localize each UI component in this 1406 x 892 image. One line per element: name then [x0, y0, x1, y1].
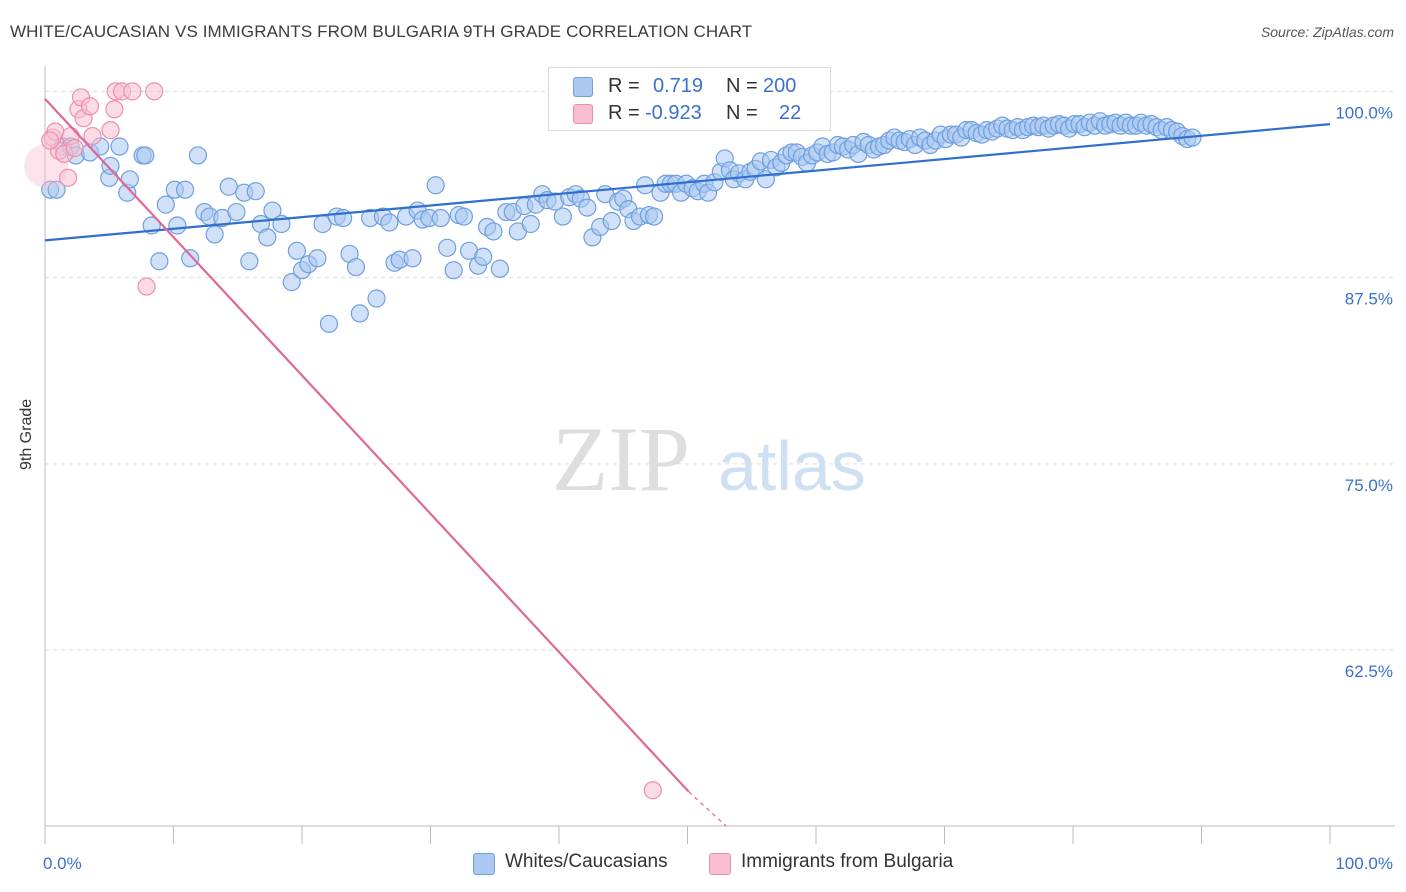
- bottom-legend-label-whites: Whites/Caucasians: [505, 851, 668, 872]
- legend-n-label: N =: [726, 75, 758, 97]
- legend-swatch-whites: [573, 77, 593, 97]
- y-tick-label: 62.5%: [1345, 662, 1393, 681]
- whites-trend-line: [44, 123, 1331, 242]
- whites-point: [438, 238, 457, 257]
- whites-point: [553, 207, 572, 226]
- legend-n-label: N =: [726, 102, 758, 124]
- whites-point: [644, 207, 664, 226]
- bulgaria-point: [59, 168, 78, 187]
- whites-point: [101, 156, 120, 175]
- whites-point: [490, 259, 509, 278]
- y-tick-label: 75.0%: [1345, 476, 1393, 495]
- bottom-legend-swatch-whites: [473, 853, 495, 875]
- whites-point: [240, 252, 259, 271]
- whites-point: [156, 195, 175, 214]
- source-credit: Source: ZipAtlas.com: [1260, 24, 1394, 40]
- legend-swatch-bulgaria: [573, 104, 593, 124]
- whites-point: [474, 247, 493, 266]
- whites-point: [136, 146, 155, 165]
- bulgaria-point: [101, 121, 120, 140]
- x-tick-label: 100.0%: [1335, 854, 1393, 873]
- trend-lines: [44, 98, 1331, 827]
- bulgaria-point: [83, 126, 102, 146]
- whites-point: [110, 137, 129, 156]
- whites-point: [426, 176, 445, 195]
- legend-r-label: R =: [608, 75, 640, 97]
- y-tick-label: 87.5%: [1345, 290, 1393, 309]
- chart-title: WHITE/CAUCASIAN VS IMMIGRANTS FROM BULGA…: [10, 22, 753, 41]
- whites-point: [246, 182, 265, 201]
- bulgaria-point: [145, 82, 164, 101]
- bulgaria-point: [137, 277, 156, 296]
- bulgaria-point: [65, 138, 84, 158]
- whites-point: [431, 208, 450, 228]
- whites-point: [578, 198, 597, 217]
- whites-point: [484, 222, 503, 241]
- whites-point: [350, 304, 369, 323]
- whites-point: [120, 170, 139, 189]
- legend-n-value: 22: [779, 102, 802, 124]
- watermark: ZIP atlas: [552, 408, 866, 510]
- correlation-legend: R = 0.719 N = 200 R = -0.923 N = 22: [548, 67, 831, 131]
- whites-point: [47, 180, 66, 199]
- bottom-legend-swatch-bulgaria: [709, 853, 731, 875]
- whites-point: [227, 202, 246, 222]
- bulgaria-trend-line: [44, 98, 690, 793]
- whites-point: [346, 258, 366, 277]
- whites-point: [367, 289, 386, 308]
- bulgaria-point: [105, 100, 124, 119]
- whites-point: [175, 180, 195, 199]
- bulgaria-trend-extension: [688, 791, 727, 827]
- bulgaria-point: [123, 82, 142, 101]
- whites-point: [287, 241, 306, 260]
- legend-n-value: 200: [763, 75, 797, 97]
- whites-point: [403, 249, 422, 268]
- whites-point: [319, 314, 339, 333]
- whites-point: [150, 252, 169, 271]
- bulgaria-point: [41, 131, 60, 150]
- bottom-legend-label-bulgaria: Immigrants from Bulgaria: [741, 851, 954, 872]
- tick-labels: 100.0% 87.5% 75.0% 62.5% 0.0% 100.0%: [43, 103, 1393, 873]
- whites-point: [380, 213, 399, 232]
- y-axis-label: 9th Grade: [18, 398, 35, 470]
- legend-r-value: -0.923: [645, 102, 702, 124]
- series-bulgaria-points: [24, 82, 662, 800]
- bulgaria-point: [80, 97, 100, 116]
- y-tick-label: 100.0%: [1335, 103, 1393, 122]
- whites-point: [181, 249, 200, 268]
- whites-point: [282, 273, 301, 292]
- watermark-atlas: atlas: [718, 427, 866, 505]
- bulgaria-point: [643, 781, 662, 800]
- whites-point: [168, 216, 187, 235]
- whites-point: [219, 177, 238, 196]
- whites-point: [454, 207, 474, 226]
- legend-r-value: 0.719: [653, 75, 704, 97]
- whites-point: [444, 261, 463, 280]
- watermark-zip: ZIP: [552, 408, 690, 510]
- series-whites-points: [41, 112, 1202, 333]
- legend-r-label: R =: [608, 102, 640, 124]
- whites-point: [258, 228, 277, 247]
- x-tick-label: 0.0%: [43, 854, 82, 873]
- whites-point: [521, 214, 540, 234]
- whites-point: [602, 211, 621, 231]
- whites-point: [308, 249, 327, 268]
- whites-point: [188, 146, 208, 165]
- whites-point: [205, 225, 224, 244]
